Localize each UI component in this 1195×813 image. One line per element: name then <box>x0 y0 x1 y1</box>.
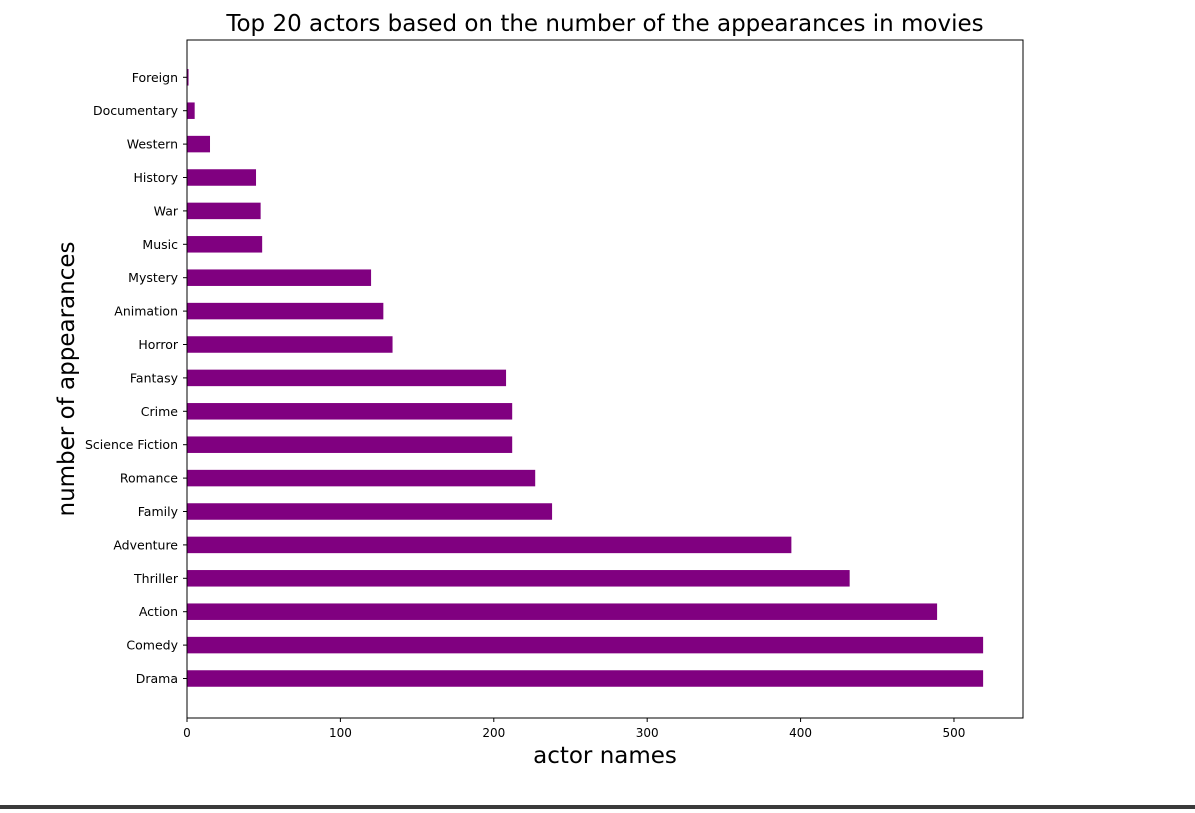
bar-war <box>187 202 261 220</box>
bars-group <box>187 69 984 687</box>
x-tick-label: 100 <box>329 726 352 740</box>
y-tick-label: Foreign <box>132 70 178 85</box>
bar-family <box>187 503 553 520</box>
bar-fantasy <box>187 369 507 387</box>
x-tick-label: 400 <box>789 726 812 740</box>
x-tick-label: 0 <box>183 726 191 740</box>
x-tick-label: 200 <box>482 726 505 740</box>
bar-history <box>187 169 257 186</box>
bar-romance <box>187 469 536 487</box>
bar-mystery <box>187 269 372 286</box>
y-tick-label: Action <box>139 604 178 619</box>
y-tick-label: Music <box>142 237 178 252</box>
x-tick-labels: 0 100 200 300 400 500 <box>183 718 965 740</box>
y-tick-label: Horror <box>138 337 178 352</box>
bar-documentary <box>187 102 195 119</box>
y-tick-label: Drama <box>136 671 178 686</box>
y-tick-label: Thriller <box>133 571 179 586</box>
bottom-divider <box>0 805 1195 809</box>
plot-frame <box>186 39 1024 719</box>
x-tick-label: 300 <box>636 726 659 740</box>
y-tick-label: Romance <box>120 471 178 486</box>
bar-action <box>187 603 938 620</box>
y-tick-label: Western <box>127 137 178 152</box>
bar-science-fiction <box>187 436 513 453</box>
x-tick-label: 500 <box>943 726 966 740</box>
bar-drama <box>187 670 984 687</box>
bar-crime <box>187 403 513 420</box>
bar-music <box>187 236 263 253</box>
y-tick-label: Mystery <box>128 270 178 285</box>
bar-horror <box>187 336 393 353</box>
y-tick-label: Animation <box>114 304 178 319</box>
chart-title: Top 20 actors based on the number of the… <box>225 11 983 37</box>
bar-comedy <box>187 636 984 654</box>
y-tick-label: Family <box>138 504 179 519</box>
bar-foreign <box>187 69 189 86</box>
x-axis-label: actor names <box>533 743 677 769</box>
y-tick-label: Science Fiction <box>85 437 178 452</box>
y-tick-label: Crime <box>141 404 179 419</box>
bar-thriller <box>187 570 850 587</box>
y-tick-label: Documentary <box>93 103 179 118</box>
y-tick-label: History <box>134 170 179 185</box>
y-tick-labels: Drama Comedy Action Thriller Adventure Family… <box>85 70 187 686</box>
bar-animation <box>187 302 384 320</box>
y-axis-label: number of appearances <box>54 241 80 516</box>
y-tick-label: War <box>154 203 179 218</box>
bar-adventure <box>187 536 792 554</box>
y-tick-label: Fantasy <box>130 370 179 385</box>
y-tick-label: Adventure <box>113 537 178 552</box>
bar-western <box>187 135 211 153</box>
y-tick-label: Comedy <box>126 638 178 653</box>
